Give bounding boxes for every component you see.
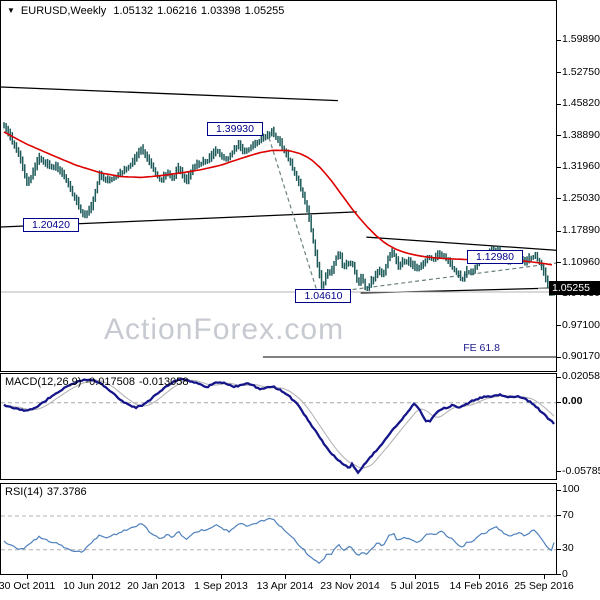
date-label: 20 Jan 2013 [127, 580, 185, 592]
time-axis-tick [156, 575, 157, 579]
macd-main-value: -0.017508 [85, 376, 135, 388]
axis-price-label: 1.59890 [562, 33, 600, 46]
axis-tick [557, 262, 561, 263]
axis-tick [557, 515, 561, 516]
axis-tick [557, 294, 561, 295]
time-axis-tick [221, 575, 222, 579]
rsi-canvas[interactable] [1, 484, 556, 574]
date-label: 1 Sep 2013 [194, 580, 248, 592]
macd-title: MACD(12,26,9) [5, 376, 82, 388]
time-axis-tick [479, 575, 480, 579]
rsi-title-bar: RSI(14) 37.3786 [5, 486, 91, 498]
axis-price-label: 1.31960 [562, 160, 600, 173]
ohlc-high: 1.06216 [157, 5, 197, 17]
axis-price-label: 0 [562, 567, 568, 580]
time-axis-tick [544, 575, 545, 579]
axis-tick [557, 198, 561, 199]
axis-tick [557, 574, 561, 575]
price-panel[interactable]: ActionForex.com ▼ EURUSD,Weekly 1.05132 1.… [0, 0, 557, 372]
axis-price-label: 0.97100 [562, 318, 600, 331]
price-chart-canvas[interactable] [1, 1, 556, 371]
ohlc-open: 1.05132 [113, 5, 154, 17]
fibonacci-expansion-label: FE 61.8 [463, 342, 500, 354]
symbol-label: EURUSD,Weekly [20, 5, 107, 17]
axis-price-label: 100 [562, 483, 580, 496]
axis-price-label: 1.52750 [562, 65, 600, 78]
axis-price-label: 1.25030 [562, 191, 600, 204]
axis-price-label: 1.17890 [562, 224, 600, 237]
axis-price-label: -0.057859 [562, 464, 600, 477]
axis-tick [557, 104, 561, 105]
axis-tick [557, 377, 561, 378]
macd-panel[interactable]: MACD(12,26,9) -0.017508 -0.013058 [0, 373, 557, 480]
rsi-panel[interactable]: RSI(14) 37.3786 [0, 483, 557, 575]
axis-price-label: 0.90170 [562, 350, 600, 363]
ohlc-close: 1.05255 [244, 5, 285, 17]
rsi-value: 37.3786 [46, 486, 87, 498]
axis-tick [557, 135, 561, 136]
axis-price-label: 0.020585 [562, 370, 600, 383]
chart-info: ▼ EURUSD,Weekly 1.05132 1.06216 1.03398 1.05… [7, 5, 288, 17]
date-label: 30 Oct 2011 [0, 580, 56, 592]
date-label: 5 Jul 2015 [390, 580, 440, 592]
date-label: 13 Apr 2014 [256, 580, 314, 592]
axis-price-label: 1.10960 [562, 255, 600, 268]
axis-tick [557, 490, 561, 491]
axis-tick [557, 231, 561, 232]
time-axis-tick [92, 575, 93, 579]
rsi-title: RSI(14) [5, 486, 43, 498]
macd-signal-value: -0.013058 [138, 376, 189, 388]
time-axis-tick [27, 575, 28, 579]
axis-price-label: 70 [562, 508, 574, 521]
macd-title-bar: MACD(12,26,9) -0.017508 -0.013058 [5, 376, 193, 388]
macd-canvas[interactable] [1, 374, 556, 479]
axis-price-label: 1.38890 [562, 128, 600, 141]
axis-tick [557, 357, 561, 358]
time-axis-tick [285, 575, 286, 579]
time-axis-tick [350, 575, 351, 579]
date-label: 23 Nov 2014 [320, 580, 380, 592]
date-label: 14 Feb 2016 [449, 580, 509, 592]
axis-price-label: 30 [562, 542, 574, 555]
axis-tick [557, 72, 561, 73]
watermark: ActionForex.com [104, 313, 345, 346]
axis-tick [557, 40, 561, 41]
date-label: 25 Sep 2016 [514, 580, 574, 592]
axis-tick [557, 402, 561, 403]
axis-tick [557, 471, 561, 472]
ohlc-low: 1.03398 [200, 5, 241, 17]
date-label: 10 Jun 2012 [63, 580, 121, 592]
chevron-down-icon: ▼ [7, 6, 15, 15]
time-axis-tick [415, 575, 416, 579]
axis-tick [557, 325, 561, 326]
axis-price-label: 1.45820 [562, 97, 600, 110]
axis-tick [557, 167, 561, 168]
axis-price-label: 0.00 [562, 395, 583, 408]
axis-price-label: 1.04030 [562, 287, 600, 300]
axis-tick [557, 549, 561, 550]
